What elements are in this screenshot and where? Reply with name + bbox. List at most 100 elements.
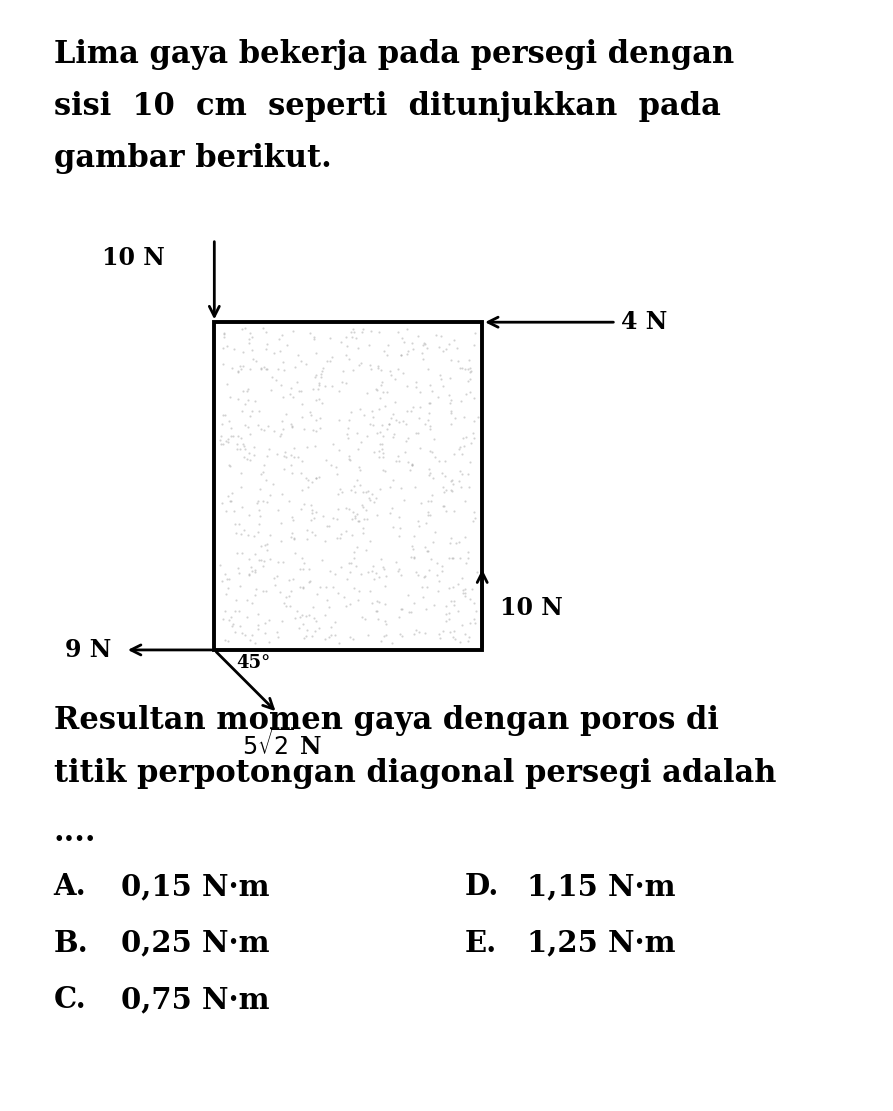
Point xyxy=(255,582,270,600)
Point xyxy=(318,532,332,550)
Point xyxy=(236,382,250,400)
Point xyxy=(464,434,479,452)
Point xyxy=(444,481,458,499)
Point xyxy=(235,544,249,562)
Point xyxy=(245,562,259,580)
Point xyxy=(293,578,307,595)
Point xyxy=(254,360,268,378)
Point xyxy=(314,394,329,412)
Point xyxy=(369,380,383,398)
Point xyxy=(371,400,386,418)
Point xyxy=(374,377,388,394)
Point xyxy=(271,568,285,585)
Point xyxy=(376,428,390,446)
Text: 9 N: 9 N xyxy=(65,638,112,662)
Point xyxy=(373,436,388,453)
Point xyxy=(277,448,291,466)
Point xyxy=(221,433,236,451)
Point xyxy=(464,580,479,598)
Point xyxy=(438,452,452,470)
Point xyxy=(456,430,471,448)
Point xyxy=(471,408,485,426)
Point xyxy=(285,417,299,434)
Point xyxy=(461,372,475,390)
Point xyxy=(247,563,262,581)
Point xyxy=(424,492,438,510)
Point xyxy=(451,352,465,370)
Point xyxy=(352,512,366,530)
Point xyxy=(237,521,251,539)
Point xyxy=(337,362,351,380)
Point xyxy=(352,582,366,600)
Point xyxy=(356,483,371,501)
Point xyxy=(296,579,310,597)
Point xyxy=(457,360,472,378)
Point xyxy=(467,594,481,612)
Point xyxy=(295,481,309,499)
Point xyxy=(375,444,389,462)
Point xyxy=(256,421,271,439)
Point xyxy=(232,358,246,376)
Point xyxy=(455,584,470,602)
Point xyxy=(407,528,421,546)
Point xyxy=(346,630,360,648)
Point xyxy=(345,328,359,346)
Point xyxy=(395,329,409,347)
Point xyxy=(236,357,250,374)
Point xyxy=(341,419,355,437)
Point xyxy=(256,456,271,473)
Point xyxy=(309,503,323,521)
Point xyxy=(260,493,274,511)
Point xyxy=(233,577,247,594)
Point xyxy=(296,396,310,413)
Point xyxy=(357,510,371,528)
Point xyxy=(225,359,239,377)
Point xyxy=(465,512,480,530)
Point xyxy=(431,572,446,590)
Point xyxy=(270,623,284,641)
Point xyxy=(437,483,451,501)
Point xyxy=(292,560,306,578)
Point xyxy=(438,597,453,614)
Point xyxy=(416,350,430,368)
Point xyxy=(252,551,266,569)
Point xyxy=(413,383,427,401)
Point xyxy=(320,352,334,370)
Point xyxy=(246,528,261,546)
Point xyxy=(446,592,461,610)
Point xyxy=(422,460,437,478)
Point xyxy=(304,511,318,529)
Point xyxy=(231,391,246,409)
Point xyxy=(330,459,344,477)
Point xyxy=(463,383,477,401)
Point xyxy=(290,346,305,363)
Point xyxy=(216,339,230,357)
Point xyxy=(387,426,401,443)
Point xyxy=(363,582,377,600)
Point xyxy=(377,560,391,578)
Point xyxy=(310,585,324,603)
Point xyxy=(227,502,241,520)
Point xyxy=(441,549,455,567)
Point xyxy=(443,370,457,388)
Point xyxy=(370,507,384,524)
Point xyxy=(271,361,285,379)
Point xyxy=(367,443,381,461)
Point xyxy=(254,551,268,569)
Point xyxy=(380,346,394,363)
Text: 10 N: 10 N xyxy=(500,595,563,620)
Point xyxy=(259,322,273,340)
Point xyxy=(422,464,437,482)
Point xyxy=(334,373,348,391)
Point xyxy=(213,557,227,574)
Point xyxy=(392,625,406,643)
Point xyxy=(226,427,240,444)
Text: $5\sqrt{2}$ N: $5\sqrt{2}$ N xyxy=(242,730,322,760)
Point xyxy=(406,398,421,416)
Point xyxy=(412,424,426,442)
Point xyxy=(232,602,246,620)
Point xyxy=(266,474,280,492)
Text: 4 N: 4 N xyxy=(621,310,667,334)
Point xyxy=(467,336,481,353)
Point xyxy=(371,568,386,585)
